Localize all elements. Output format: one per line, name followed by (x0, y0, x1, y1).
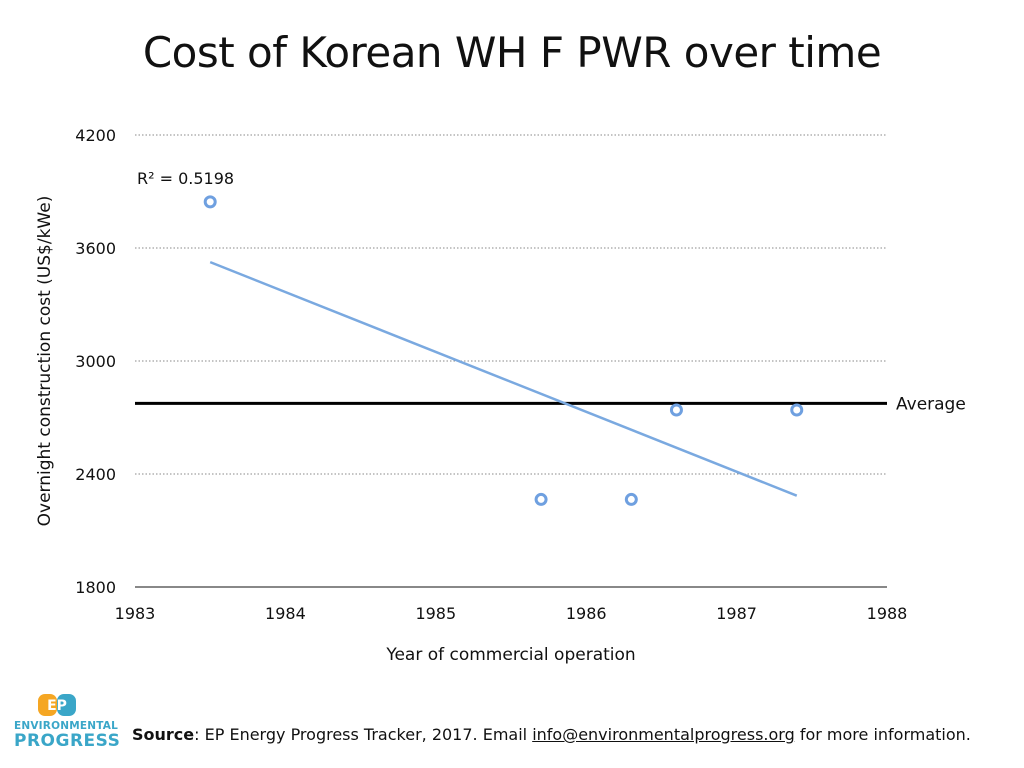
email-link[interactable]: info@environmentalprogress.org (532, 725, 795, 744)
y-tick-labels: 1800 2400 3000 3600 4200 (75, 126, 116, 597)
logo-p-shape (57, 694, 76, 716)
source-text: : EP Energy Progress Tracker, 2017. Emai… (194, 725, 533, 744)
x-tick-label: 1986 (566, 604, 607, 623)
y-tick-label: 4200 (75, 126, 116, 145)
logo-e-shape (38, 694, 57, 716)
x-tick-labels: 1983 1984 1985 1986 1987 1988 (115, 604, 908, 623)
y-tick-label: 3600 (75, 239, 116, 258)
y-tick-label: 3000 (75, 352, 116, 371)
data-points (203, 195, 804, 506)
grid-lines (135, 134, 887, 475)
data-point (790, 403, 804, 417)
source-label: Source (132, 725, 195, 744)
environmental-progress-logo: EP ENVIRONMENTAL PROGRESS (14, 694, 121, 754)
x-axis-label: Year of commercial operation (385, 645, 635, 665)
data-point (534, 492, 548, 506)
x-tick-label: 1984 (265, 604, 306, 623)
logo-line-1: ENVIRONMENTAL (14, 720, 118, 732)
data-point (203, 195, 217, 209)
r-squared-annotation: R² = 0.5198 (137, 169, 234, 188)
source-footer: Source: EP Energy Progress Tracker, 2017… (132, 725, 971, 744)
chart-title: Cost of Korean WH F PWR over time (142, 28, 882, 77)
logo-line-2: PROGRESS (14, 731, 121, 751)
logo-mark-text: EP (47, 698, 67, 714)
x-tick-label: 1988 (867, 604, 908, 623)
data-point (624, 492, 638, 506)
ep-logo-icon: EP (38, 694, 76, 716)
x-tick-label: 1985 (415, 604, 456, 623)
source-suffix: for more information. (794, 725, 971, 744)
data-point (669, 403, 683, 417)
y-tick-label: 2400 (75, 465, 116, 484)
x-tick-label: 1987 (716, 604, 757, 623)
average-label: Average (896, 394, 966, 414)
trendline (209, 260, 798, 497)
y-tick-label: 1800 (75, 578, 116, 597)
y-axis-label: Overnight construction cost (US$/kWe) (35, 196, 55, 527)
x-tick-label: 1983 (115, 604, 156, 623)
